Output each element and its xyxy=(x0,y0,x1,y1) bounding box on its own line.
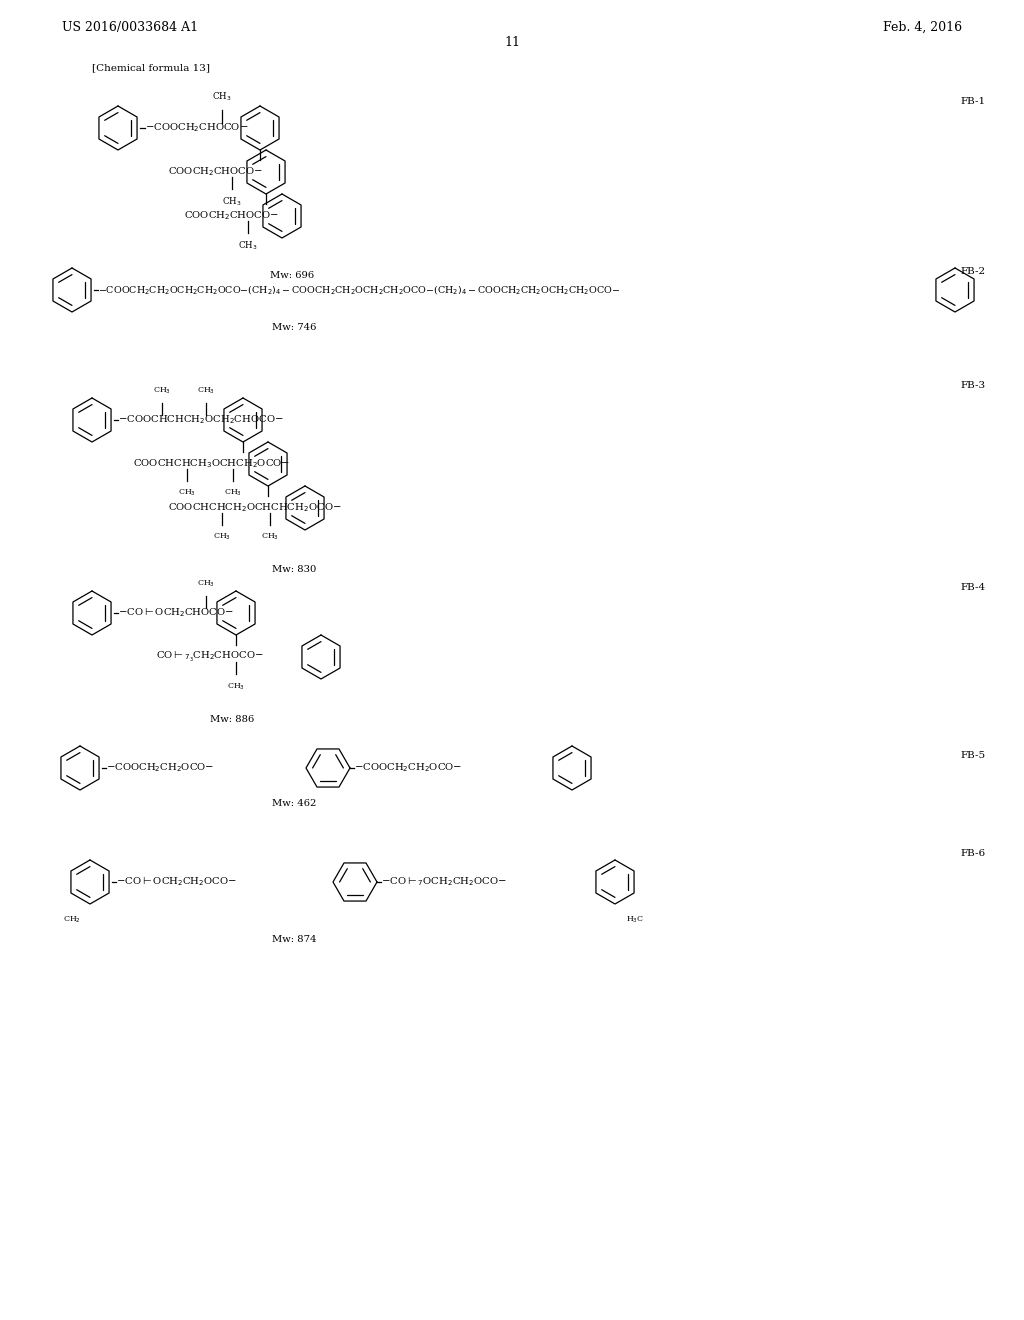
Text: COOCH$_2$CHOCO$-$: COOCH$_2$CHOCO$-$ xyxy=(184,210,280,222)
Text: [Chemical formula 13]: [Chemical formula 13] xyxy=(92,63,210,73)
Text: Mw: 830: Mw: 830 xyxy=(272,565,316,574)
Text: CH$_3$: CH$_3$ xyxy=(227,681,245,692)
Text: CH$_3$: CH$_3$ xyxy=(239,240,258,252)
Text: Mw: 886: Mw: 886 xyxy=(210,714,254,723)
Text: FB-5: FB-5 xyxy=(961,751,985,760)
Text: 11: 11 xyxy=(504,36,520,49)
Text: CH$_3$: CH$_3$ xyxy=(222,195,242,209)
Text: COOCH$_2$CHOCO$-$: COOCH$_2$CHOCO$-$ xyxy=(168,165,263,178)
Text: FB-2: FB-2 xyxy=(961,268,985,276)
Text: $-$CO$\vdash$OCH$_2$CHOCO$-$: $-$CO$\vdash$OCH$_2$CHOCO$-$ xyxy=(118,607,234,619)
Text: FB-6: FB-6 xyxy=(961,850,985,858)
Text: $-$CO$\vdash$OCH$_2$CH$_2$OCO$-$: $-$CO$\vdash$OCH$_2$CH$_2$OCO$-$ xyxy=(116,875,237,888)
Text: CH$_3$: CH$_3$ xyxy=(224,488,242,499)
Text: CH$_3$: CH$_3$ xyxy=(197,578,215,589)
Text: $-$COOCH$_2$CH$_2$OCO$-$: $-$COOCH$_2$CH$_2$OCO$-$ xyxy=(106,762,214,775)
Text: $-$COOCH$_2$CH$_2$OCO$-$: $-$COOCH$_2$CH$_2$OCO$-$ xyxy=(354,762,462,775)
Text: Mw: 746: Mw: 746 xyxy=(272,323,316,333)
Text: CH$_3$: CH$_3$ xyxy=(213,532,231,543)
Text: CH$_3$: CH$_3$ xyxy=(153,385,171,396)
Text: $-$COOCHCHCH$_2$OCH$_2$CHOCO$-$: $-$COOCHCHCH$_2$OCH$_2$CHOCO$-$ xyxy=(118,413,284,426)
Text: Feb. 4, 2016: Feb. 4, 2016 xyxy=(883,21,962,33)
Text: COOCHCHCH$_2$OCHCHCH$_2$OCO$-$: COOCHCHCH$_2$OCHCHCH$_2$OCO$-$ xyxy=(168,502,342,515)
Text: CH$_3$: CH$_3$ xyxy=(261,532,279,543)
Text: CH$_3$: CH$_3$ xyxy=(197,385,215,396)
Text: $-$CO$\vdash_{7}$OCH$_2$CH$_2$OCO$-$: $-$CO$\vdash_{7}$OCH$_2$CH$_2$OCO$-$ xyxy=(381,875,507,888)
Text: FB-3: FB-3 xyxy=(961,380,985,389)
Text: US 2016/0033684 A1: US 2016/0033684 A1 xyxy=(62,21,198,33)
Text: CH$_3$: CH$_3$ xyxy=(178,488,196,499)
Text: CH$_2$: CH$_2$ xyxy=(63,915,81,925)
Text: FB-4: FB-4 xyxy=(961,583,985,593)
Text: Mw: 874: Mw: 874 xyxy=(272,936,316,945)
Text: Mw: 462: Mw: 462 xyxy=(272,800,316,808)
Text: H$_3$C: H$_3$C xyxy=(626,915,644,925)
Text: $-$COOCH$_2$CHOCO$-$: $-$COOCH$_2$CHOCO$-$ xyxy=(145,121,249,135)
Text: FB-1: FB-1 xyxy=(961,98,985,107)
Text: CH$_3$: CH$_3$ xyxy=(212,91,231,103)
Text: CO$\vdash_{7_3}$CH$_2$CHOCO$-$: CO$\vdash_{7_3}$CH$_2$CHOCO$-$ xyxy=(156,649,264,664)
Text: Mw: 696: Mw: 696 xyxy=(270,272,314,281)
Text: $-$COOCH$_2$CH$_2$OCH$_2$CH$_2$OCO$-$(CH$_2)_4-$COOCH$_2$CH$_2$OCH$_2$CH$_2$OCO$: $-$COOCH$_2$CH$_2$OCH$_2$CH$_2$OCO$-$(CH… xyxy=(98,284,621,297)
Text: COOCHCHCH$_3$OCHCH$_2$OCO$-$: COOCHCHCH$_3$OCHCH$_2$OCO$-$ xyxy=(133,458,290,470)
